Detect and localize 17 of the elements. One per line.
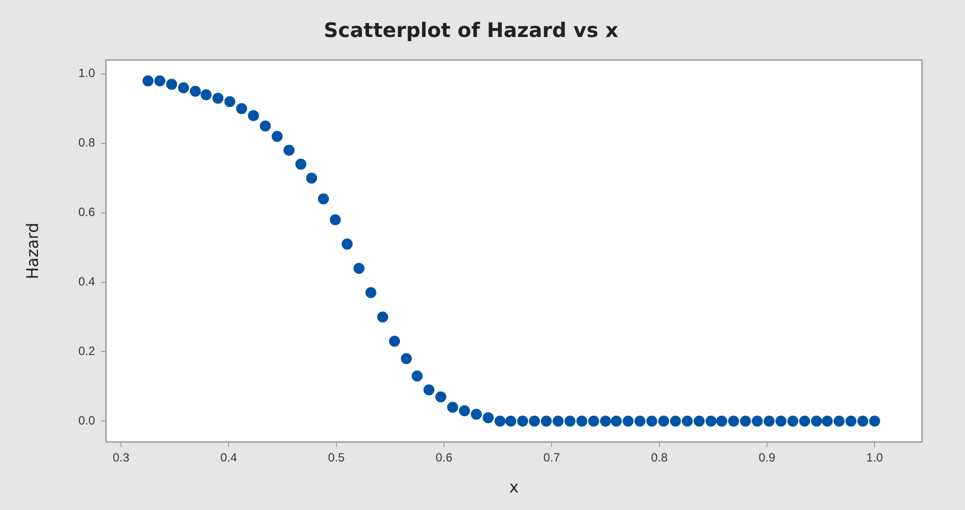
x-tick-label: 1.0	[866, 450, 884, 465]
x-tick-label: 0.4	[220, 450, 238, 465]
y-tick-label: 0.4	[78, 274, 96, 289]
x-axis-title: x	[509, 478, 519, 497]
x-tick-label: 0.7	[543, 450, 560, 465]
y-axis-title: Hazard	[22, 222, 42, 280]
x-tick-label: 0.9	[758, 450, 776, 465]
x-tick-label: 0.6	[436, 450, 453, 465]
y-tick-label: 0.0	[78, 413, 96, 428]
x-tick-label: 0.8	[650, 450, 668, 465]
y-tick-label: 0.2	[78, 344, 96, 358]
y-tick-label: 0.6	[78, 205, 96, 220]
x-tick-label: 0.5	[328, 450, 346, 465]
y-tick-label: 0.8	[78, 136, 96, 150]
chart-title: Scatterplot of Hazard vs x	[324, 18, 618, 42]
x-tick-label: 0.3	[112, 450, 130, 465]
y-tick-label: 1.0	[78, 66, 96, 80]
